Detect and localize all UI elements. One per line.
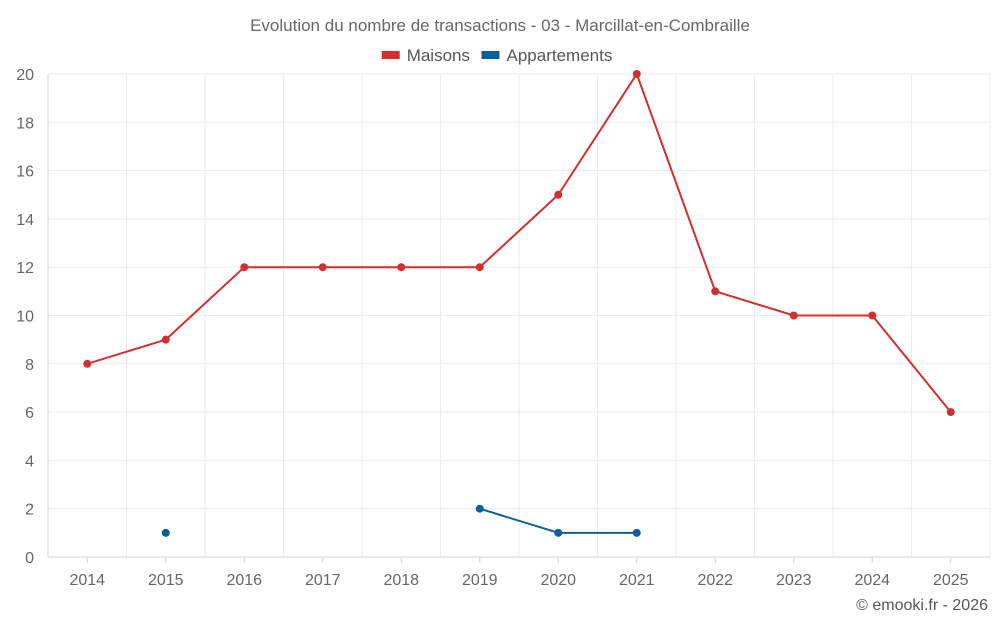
y-tick-label: 20 [16,67,34,84]
chart-title: Evolution du nombre de transactions - 03… [250,16,750,35]
credit-text: © emooki.fr - 2026 [856,597,988,614]
legend-swatch-maisons [381,51,400,59]
x-tick-label: 2016 [226,572,262,589]
x-tick-label: 2017 [305,572,341,589]
x-tick-label: 2021 [619,572,655,589]
data-point-maisons [475,263,484,272]
data-point-appartements [632,528,641,537]
data-point-appartements [161,528,170,537]
x-tick-label: 2020 [540,572,576,589]
y-tick-label: 8 [25,357,34,374]
data-point-maisons [868,311,877,320]
x-tick-label: 2018 [383,572,419,589]
x-tick-label: 2025 [933,572,969,589]
data-point-maisons [711,287,720,296]
data-point-appartements [475,504,484,513]
data-point-maisons [789,311,798,320]
x-tick-label: 2022 [697,572,733,589]
y-tick-label: 12 [16,260,34,277]
data-point-maisons [397,263,406,272]
y-tick-label: 18 [16,115,34,132]
data-point-maisons [318,263,327,272]
series-line-maisons [86,73,952,413]
data-point-appartements [554,528,563,537]
y-axis: 0 2 4 6 8 10 12 14 16 18 20 [16,67,49,567]
series-maisons [83,70,955,417]
y-tick-label: 16 [16,164,34,181]
x-tick-label: 2023 [776,572,812,589]
data-point-maisons [946,408,955,417]
x-tick-label: 2014 [69,572,105,589]
y-tick-label: 6 [25,405,34,422]
x-tick-label: 2019 [462,572,498,589]
y-tick-label: 14 [16,212,34,229]
data-point-maisons [554,190,563,199]
x-axis: 2014 2015 2016 2017 2018 2019 2020 2021 2022 2023… [48,556,990,589]
legend: Maisons Appartements [381,46,613,65]
y-tick-label: 2 [25,502,34,519]
data-point-maisons [161,335,170,344]
legend-item-appartements: Appartements [481,46,613,65]
series-group [83,70,955,537]
x-tick-label: 2024 [854,572,890,589]
y-tick-label: 4 [25,453,34,470]
y-tick-label: 10 [16,309,34,326]
y-tick-label: 0 [25,550,34,567]
legend-item-maisons: Maisons [381,46,470,65]
legend-label-maisons: Maisons [407,46,470,65]
data-point-maisons [240,263,249,272]
data-point-maisons [632,70,641,78]
x-tick-label: 2015 [148,572,184,589]
series-appartements [161,504,641,537]
legend-label-appartements: Appartements [507,46,613,65]
data-point-maisons [83,359,92,368]
legend-swatch-appartements [481,51,500,59]
